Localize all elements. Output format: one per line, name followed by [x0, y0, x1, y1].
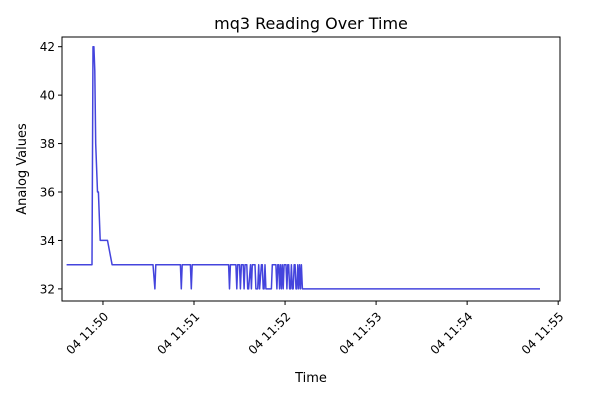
data-layer: [66, 45, 540, 290]
x-tick-label: 04 11:51: [155, 309, 203, 357]
y-tick-label: 36: [40, 186, 55, 200]
x-tick-label: 04 11:52: [246, 309, 294, 357]
plot-frame: [61, 36, 561, 302]
y-axis-label: Analog Values: [15, 123, 30, 215]
y-tick-label: 34: [40, 234, 55, 248]
tick-layer: 32 34 36 38 40 42 04 11:50 04 11:51 04 11:52 04 1…: [40, 40, 567, 357]
x-tick-label: 04 11:55: [519, 309, 567, 357]
x-tick-label: 04 11:54: [428, 309, 476, 357]
x-tick-label: 04 11:50: [63, 309, 111, 357]
y-tick-label: 32: [40, 282, 55, 296]
y-tick-label: 40: [40, 89, 55, 103]
y-tick-label: 42: [40, 40, 55, 54]
series-line-mq3: [66, 45, 540, 290]
chart-title: mq3 Reading Over Time: [214, 14, 408, 33]
y-tick-label: 38: [40, 137, 55, 151]
x-tick-label: 04 11:53: [337, 309, 385, 357]
x-axis-label: Time: [294, 371, 327, 386]
